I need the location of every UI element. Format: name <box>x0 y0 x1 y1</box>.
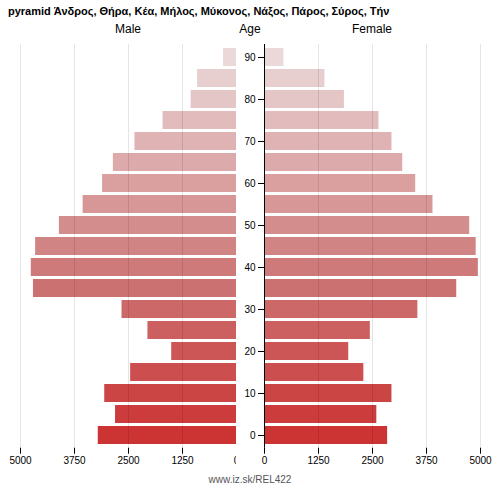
svg-text:5000: 5000 <box>469 456 492 467</box>
html-text:Male: Male <box>115 22 141 37</box>
svg-text:70: 70 <box>244 136 256 147</box>
html-text:pyramid Άνδρος, Θήρα, Κέα, Μήλ: pyramid Άνδρος, Θήρα, Κέα, Μήλος, Μύκονο… <box>8 5 390 17</box>
html-text:Female: Female <box>352 22 392 37</box>
svg-text:2500: 2500 <box>117 456 140 467</box>
svg-text:2500: 2500 <box>361 456 384 467</box>
svg-text:10: 10 <box>244 388 256 399</box>
svg-text:5000: 5000 <box>9 456 32 467</box>
svg-text:30: 30 <box>244 304 256 315</box>
svg-text:60: 60 <box>244 178 256 189</box>
svg-text:0: 0 <box>250 430 256 441</box>
svg-text:1250: 1250 <box>307 456 330 467</box>
svg-text:3750: 3750 <box>415 456 438 467</box>
svg-text:1250: 1250 <box>171 456 194 467</box>
svg-text:40: 40 <box>244 262 256 273</box>
svg-text:20: 20 <box>244 346 256 357</box>
html-text:www.iz.sk/REL422: www.iz.sk/REL422 <box>208 474 292 485</box>
svg-text:3750: 3750 <box>63 456 86 467</box>
html-text:Age: Age <box>239 22 261 37</box>
svg-text:0: 0 <box>262 456 268 467</box>
svg-text:90: 90 <box>244 52 256 63</box>
svg-text:80: 80 <box>244 94 256 105</box>
svg-text:0: 0 <box>234 456 236 467</box>
svg-text:50: 50 <box>244 220 256 231</box>
